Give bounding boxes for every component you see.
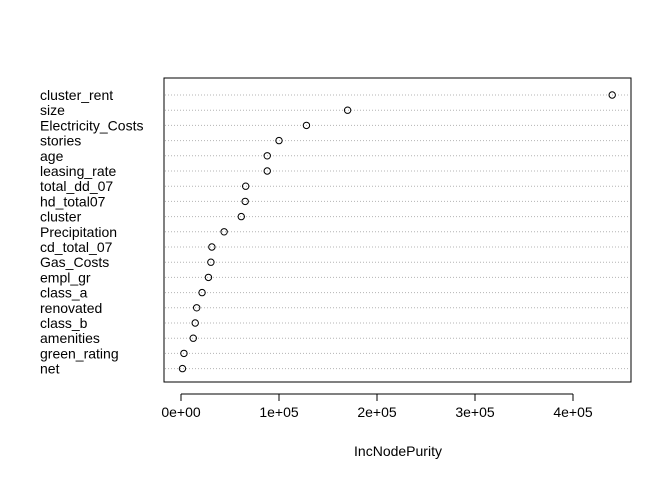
data-point <box>241 197 249 206</box>
data-point <box>237 212 245 221</box>
category-label: empl_gr <box>40 269 91 285</box>
x-tick-label: 4e+05 <box>553 404 593 420</box>
data-point <box>178 364 187 373</box>
data-point <box>207 258 215 266</box>
category-label: Electricity_Costs <box>40 117 143 133</box>
category-labels: cluster_rentsizeElectricity_Costsstories… <box>40 87 143 377</box>
data-point <box>241 182 250 190</box>
x-tick-label: 0e+00 <box>161 404 201 420</box>
category-label: class_b <box>40 315 88 331</box>
data-point <box>220 228 228 236</box>
category-label: hd_total07 <box>40 193 106 209</box>
x-tick-label: 3e+05 <box>455 404 495 420</box>
category-label: age <box>40 148 64 164</box>
category-label: amenities <box>40 330 100 346</box>
data-point <box>180 349 188 358</box>
plot-box <box>163 77 632 383</box>
data-point <box>608 91 616 99</box>
category-label: leasing_rate <box>40 163 116 179</box>
data-point <box>189 334 197 342</box>
category-label: Gas_Costs <box>40 254 109 270</box>
category-label: cluster_rent <box>40 87 113 103</box>
data-point <box>208 243 216 251</box>
data-point <box>275 136 283 145</box>
x-axis: 0e+00 1e+05 2e+05 3e+05 4e+05 <box>161 393 593 420</box>
data-point <box>198 288 206 297</box>
category-label: Precipitation <box>40 224 117 240</box>
category-label: net <box>40 361 60 377</box>
data-points <box>178 91 616 373</box>
grid-lines <box>165 94 630 370</box>
x-tick-label: 2e+05 <box>357 404 397 420</box>
category-label: size <box>40 102 65 118</box>
data-point <box>263 167 271 175</box>
data-point <box>263 152 271 160</box>
data-point <box>343 106 352 114</box>
x-tick-label: 1e+05 <box>259 404 299 420</box>
x-axis-title: IncNodePurity <box>354 443 442 459</box>
category-label: renovated <box>40 300 102 316</box>
data-point <box>192 304 201 312</box>
category-label: cd_total_07 <box>40 239 113 255</box>
data-point <box>204 273 213 282</box>
category-label: green_rating <box>40 345 119 361</box>
data-point <box>191 319 199 327</box>
category-label: total_dd_07 <box>40 178 113 194</box>
category-label: stories <box>40 133 81 149</box>
category-label: cluster <box>40 209 82 225</box>
category-label: class_a <box>40 285 88 301</box>
data-point <box>302 121 311 130</box>
